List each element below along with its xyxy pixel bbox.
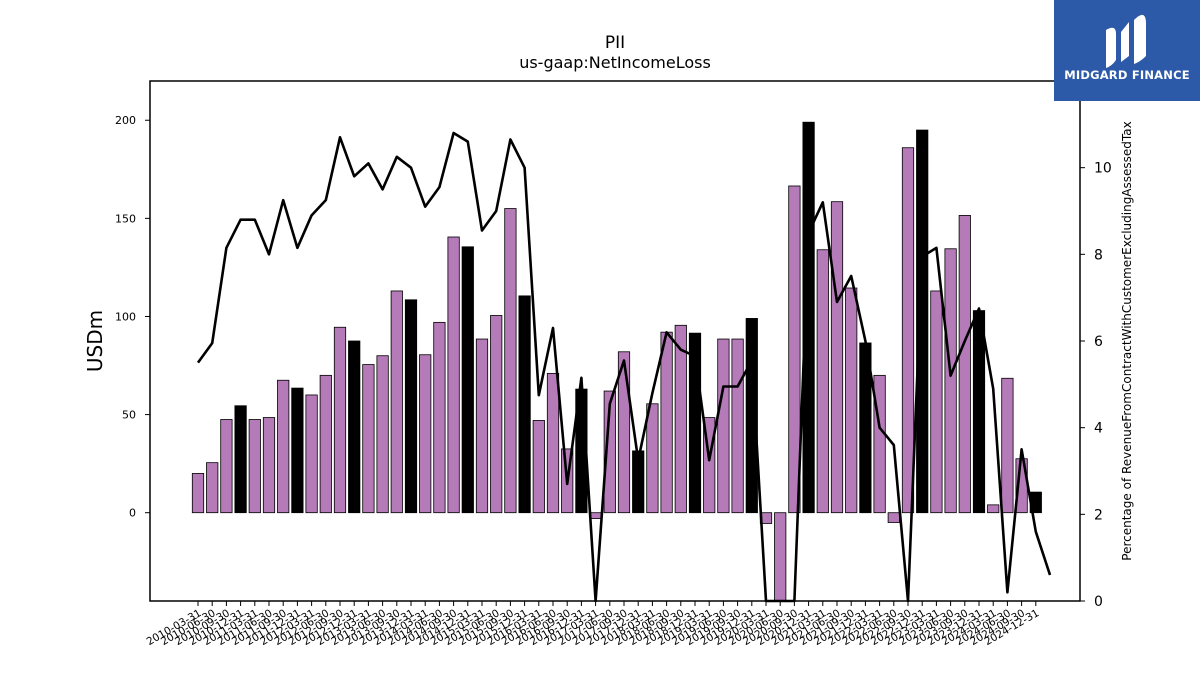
bar [376,355,389,514]
bar [958,215,971,514]
right-tick-label: 10 [1094,161,1112,177]
bar [390,290,403,514]
left-tick-label: 0 [129,507,136,520]
bar [206,462,219,514]
bar [972,310,986,514]
chart-subtitle: us-gaap:NetIncomeLoss [519,53,711,72]
x-axis: 2010-03-312010-06-302010-09-302010-12-31… [145,601,1041,648]
bar [277,379,290,514]
bar [774,512,787,602]
bar [532,420,545,514]
bar [248,419,261,514]
bar [745,318,758,514]
bar [475,338,489,514]
bar [901,147,915,514]
bar [703,417,716,514]
bar [191,473,205,514]
bar [688,332,702,514]
right-tick-label: 4 [1094,421,1103,437]
bar [930,290,943,514]
brand-logo-icon [1106,14,1146,68]
bar [291,387,304,514]
bar [617,351,631,514]
bar [802,121,815,514]
left-tick-label: 200 [115,114,136,127]
right-tick-label: 2 [1094,507,1103,523]
bar [546,372,560,514]
bar [333,326,347,514]
chart-title: PII [605,33,625,53]
bar [589,512,602,519]
bar [916,129,929,514]
bar [717,338,730,514]
bar [490,315,503,514]
bar [348,340,361,514]
bar [816,249,829,514]
right-tick-label: 0 [1094,594,1103,610]
bar [220,419,233,514]
bar [646,403,659,514]
bar [674,324,687,514]
bar [873,374,886,514]
right-tick-label: 6 [1094,334,1103,350]
bar [305,394,318,514]
bar [845,287,858,514]
bar [518,295,531,514]
left-tick-label: 100 [115,310,136,323]
bar [447,236,460,514]
bar [234,405,247,514]
left-tick-label: 150 [115,212,136,225]
bar [404,299,418,514]
brand-logo: MIDGARD FINANCE [1054,0,1200,101]
bar [731,338,744,514]
bar-series [191,121,1042,602]
bar [632,450,645,514]
bar [603,390,616,514]
right-axis: 0 2 4 6 8 10 [1080,161,1112,610]
bar [262,417,276,514]
bar [433,321,446,514]
bar [362,364,375,514]
bar [419,354,432,514]
bar [830,201,844,514]
bar [1001,377,1014,514]
bar [660,331,673,514]
left-axis: 0 50 100 150 200 [115,114,150,520]
right-axis-label: Percentage of RevenueFromContractWithCus… [1120,121,1134,560]
right-tick-label: 8 [1094,247,1103,263]
brand-logo-text: MIDGARD FINANCE [1064,68,1190,82]
bar [944,248,957,514]
bar [461,246,474,514]
bar [319,374,332,514]
left-axis-label: USDm [83,310,107,372]
bar [504,208,517,514]
bar [788,185,801,514]
bar [887,512,900,523]
left-tick-label: 50 [122,409,136,422]
bar [987,504,1000,514]
